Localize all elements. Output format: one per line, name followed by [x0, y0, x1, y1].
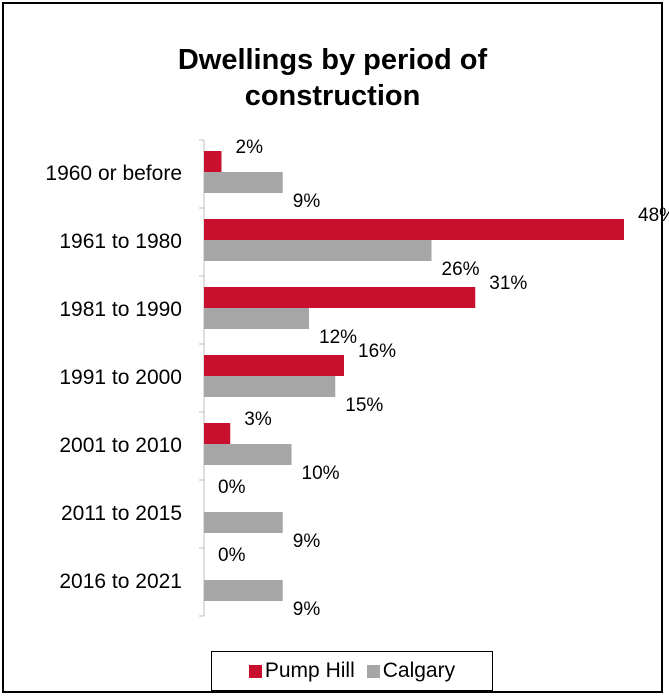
bar-calgary: [204, 444, 292, 465]
chart-title-line-2: construction: [244, 80, 421, 112]
bar-calgary: [204, 172, 283, 193]
data-label: 16%: [358, 341, 396, 362]
data-label: 15%: [345, 395, 383, 416]
chart-title-line-1: Dwellings by period of: [177, 44, 488, 76]
data-label: 12%: [319, 327, 357, 348]
category-label: 1961 to 1980: [59, 230, 182, 253]
data-label: 2%: [236, 137, 264, 158]
data-label: 3%: [244, 409, 272, 430]
chart-title: Dwellings by period of construction: [4, 42, 661, 114]
legend-label-pump-hill: Pump Hill: [264, 659, 355, 682]
bar-calgary: [204, 512, 283, 533]
data-label: 9%: [293, 191, 321, 212]
bar-pump-hill: [204, 287, 476, 308]
data-label: 0%: [218, 545, 246, 566]
legend: Pump Hill Calgary: [211, 651, 493, 691]
data-label: 31%: [489, 273, 527, 294]
data-label: 9%: [293, 531, 321, 552]
category-label: 2016 to 2021: [59, 570, 182, 593]
category-label: 1960 or before: [45, 162, 182, 185]
category-label: 1991 to 2000: [59, 366, 182, 389]
category-label: 2001 to 2010: [59, 434, 182, 457]
data-label: 48%: [638, 205, 669, 226]
legend-swatch-calgary: [366, 664, 380, 678]
bar-calgary: [204, 308, 309, 329]
data-label: 10%: [302, 463, 340, 484]
bar-pump-hill: [204, 151, 222, 172]
data-label: 0%: [218, 477, 246, 498]
bar-pump-hill: [204, 423, 231, 444]
category-label: 1981 to 1990: [59, 298, 182, 321]
bar-calgary: [204, 376, 336, 397]
bar-calgary: [204, 580, 283, 601]
chart-frame: Dwellings by period of construction Pump…: [2, 2, 663, 693]
legend-item-calgary: Calgary: [366, 659, 456, 683]
legend-item-pump-hill: Pump Hill: [248, 659, 355, 683]
category-label: 2011 to 2015: [61, 502, 182, 525]
legend-label-calgary: Calgary: [382, 659, 456, 682]
bar-pump-hill: [204, 219, 624, 240]
legend-swatch-pump-hill: [248, 664, 262, 678]
bar-calgary: [204, 240, 432, 261]
data-label: 26%: [442, 259, 480, 280]
bar-pump-hill: [204, 355, 344, 376]
data-label: 9%: [293, 599, 321, 620]
